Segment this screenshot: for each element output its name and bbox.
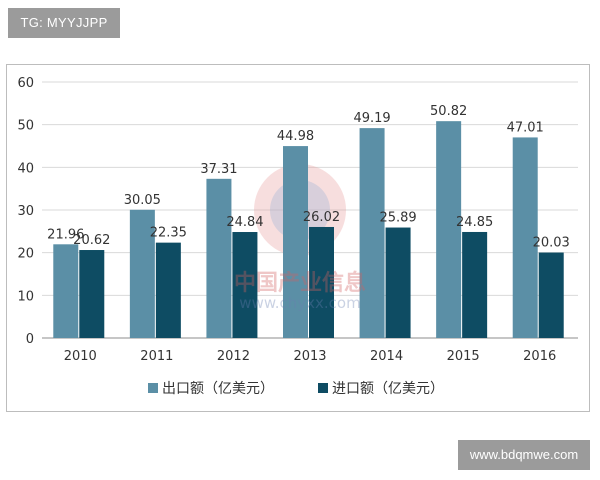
bars-layer bbox=[53, 121, 564, 338]
x-tick-label: 2010 bbox=[64, 349, 97, 364]
data-label: 44.98 bbox=[277, 129, 314, 144]
bar-export bbox=[512, 137, 538, 338]
data-label: 24.85 bbox=[456, 215, 493, 230]
legend-swatch bbox=[148, 383, 158, 393]
data-label: 25.89 bbox=[379, 211, 416, 226]
bar-export bbox=[53, 244, 79, 338]
bar-import bbox=[309, 226, 334, 338]
legend-swatch bbox=[318, 383, 328, 393]
data-label: 37.31 bbox=[200, 162, 237, 177]
bar-import bbox=[155, 242, 181, 338]
bar-import bbox=[462, 231, 488, 338]
data-label: 49.19 bbox=[353, 111, 390, 126]
data-label: 20.03 bbox=[533, 236, 570, 251]
data-label: 24.84 bbox=[226, 215, 263, 230]
y-tick-label: 30 bbox=[17, 204, 34, 219]
data-label: 26.02 bbox=[303, 210, 340, 225]
y-tick-label: 50 bbox=[17, 119, 34, 134]
data-label: 20.62 bbox=[73, 233, 110, 248]
source-tag-bottom: www.bdqmwe.com bbox=[458, 440, 590, 470]
x-tick-label: 2016 bbox=[523, 349, 556, 364]
y-tick-label: 20 bbox=[17, 247, 34, 262]
bar-import bbox=[538, 252, 564, 338]
legend-label: 进口额（亿美元） bbox=[332, 381, 444, 397]
data-label: 30.05 bbox=[124, 193, 161, 208]
x-tick-label: 2011 bbox=[140, 349, 173, 364]
bar-export bbox=[129, 209, 155, 338]
bar-export bbox=[359, 128, 385, 338]
watermark-text: 中国产业信息 bbox=[234, 270, 366, 296]
data-label: 47.01 bbox=[507, 120, 544, 135]
data-label: 50.82 bbox=[430, 104, 467, 119]
bar-export bbox=[206, 178, 232, 338]
legend-label: 出口额（亿美元） bbox=[162, 381, 274, 397]
axis-layer: 0 10 20 30 40 50 60 2010 2011 2012 2013 2014 2015 201… bbox=[17, 76, 556, 364]
x-tick-label: 2015 bbox=[447, 349, 480, 364]
data-label: 22.35 bbox=[150, 226, 187, 241]
legend: 出口额（亿美元） 进口额（亿美元） bbox=[148, 381, 444, 397]
x-tick-label: 2014 bbox=[370, 349, 403, 364]
x-tick-label: 2012 bbox=[217, 349, 250, 364]
x-tick-label: 2013 bbox=[293, 349, 326, 364]
bar-export bbox=[283, 146, 308, 338]
bar-export bbox=[436, 121, 462, 338]
source-tag-top: TG: MYYJJPP bbox=[8, 8, 120, 38]
y-tick-label: 40 bbox=[17, 161, 34, 176]
y-tick-label: 10 bbox=[17, 289, 34, 304]
bar-import bbox=[232, 232, 258, 338]
bar-import bbox=[385, 227, 411, 338]
y-tick-label: 0 bbox=[26, 332, 34, 347]
bar-import bbox=[79, 250, 105, 338]
y-tick-label: 60 bbox=[17, 76, 34, 91]
data-label: 21.96 bbox=[47, 227, 84, 242]
watermark-url: www.chyxx.com bbox=[239, 294, 360, 312]
